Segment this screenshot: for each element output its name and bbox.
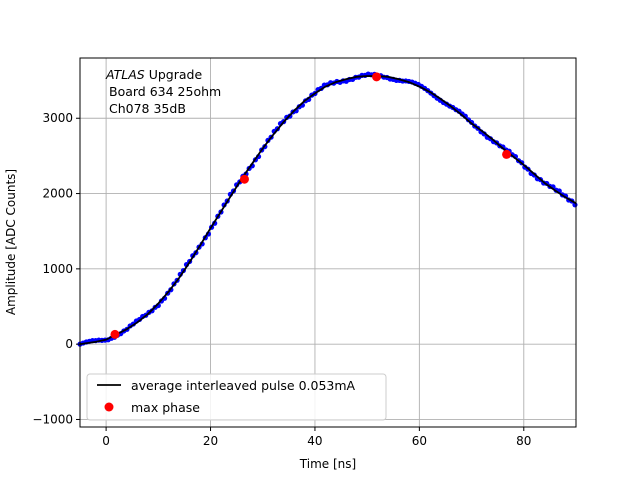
x-tick-label: 0 [102, 434, 110, 448]
legend-box [86, 373, 387, 421]
max-phase-points [110, 72, 512, 339]
x-axis-ticks: 0 20 40 60 80 [102, 427, 531, 448]
legend-swatch-max-phase [104, 402, 114, 412]
max-phase-point [502, 149, 512, 159]
y-tick-label: 3000 [42, 111, 73, 125]
max-phase-point [372, 72, 382, 82]
x-tick-label: 60 [412, 434, 427, 448]
y-tick-label: −1000 [32, 412, 73, 426]
y-tick-label: 1000 [42, 262, 73, 276]
x-tick-label: 20 [203, 434, 218, 448]
annotation-upgrade: Upgrade [145, 67, 203, 82]
x-tick-label: 40 [307, 434, 322, 448]
x-tick-label: 80 [516, 434, 531, 448]
legend-label-max-phase: max phase [131, 400, 200, 415]
annotation-line-2: Board 634 25ohm [109, 84, 221, 99]
max-phase-point [110, 329, 120, 339]
x-axis-label: Time [ns] [299, 457, 356, 471]
y-axis-ticks: −1000 0 1000 2000 3000 [32, 111, 80, 426]
y-tick-label: 2000 [42, 187, 73, 201]
annotation-atlas: ATLAS [105, 67, 145, 82]
legend: average interleaved pulse 0.053mA max ph… [86, 373, 387, 421]
annotation-line-3: Ch078 35dB [109, 101, 186, 116]
max-phase-point [239, 174, 249, 184]
atlas-annotation: ATLAS Upgrade Board 634 25ohm Ch078 35dB [105, 67, 221, 116]
y-tick-label: 0 [65, 337, 73, 351]
legend-label-average: average interleaved pulse 0.053mA [131, 378, 356, 393]
annotation-line-1: ATLAS Upgrade [105, 67, 202, 82]
average-pulse-line [79, 75, 577, 346]
y-axis-label: Amplitude [ADC Counts] [4, 169, 18, 315]
plot-frame [79, 57, 577, 428]
